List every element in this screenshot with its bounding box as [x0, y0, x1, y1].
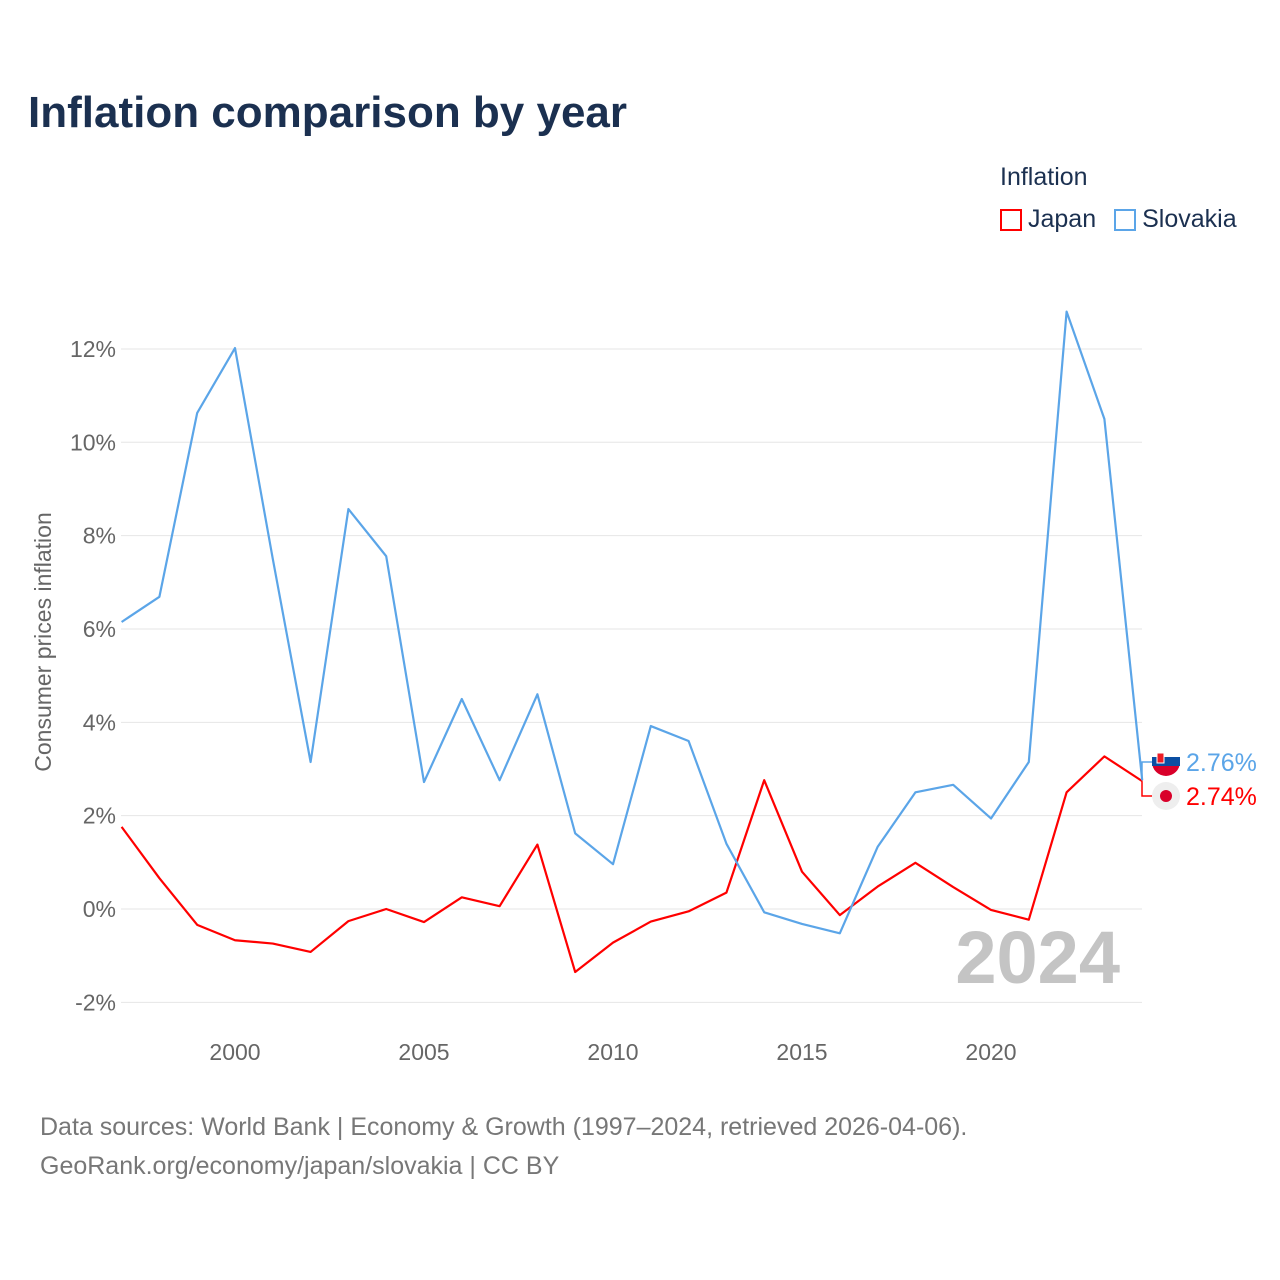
slovakia-flag-white	[1152, 748, 1180, 757]
legend: Japan Slovakia	[1000, 205, 1237, 234]
x-tick-label: 2010	[587, 1039, 638, 1065]
y-axis-label: Consumer prices inflation	[30, 512, 56, 772]
legend-item-slovakia[interactable]: Slovakia	[1114, 205, 1237, 234]
chart-title: Inflation comparison by year	[28, 88, 628, 137]
x-tick-label: 2005	[398, 1039, 449, 1065]
x-tick-label: 2020	[965, 1039, 1016, 1065]
slovakia-flag-blue	[1152, 757, 1180, 766]
series-line-japan	[120, 755, 1143, 974]
end-connector-japan	[1141, 781, 1152, 797]
end-label-japan: 2.74%	[1186, 783, 1257, 811]
legend-label-japan: Japan	[1028, 205, 1097, 233]
y-tick-label: 12%	[70, 336, 116, 362]
japan-flag-disc	[1160, 790, 1172, 802]
end-label-slovakia: 2.76%	[1186, 749, 1257, 777]
footer: Data sources: World Bank | Economy & Gro…	[40, 1108, 967, 1186]
y-tick-label: 0%	[83, 896, 116, 922]
slovakia-flag-shield	[1156, 752, 1165, 764]
legend-item-japan[interactable]: Japan	[1000, 205, 1096, 234]
y-tick-label: 6%	[83, 616, 116, 642]
footer-link[interactable]: GeoRank.org/economy/japan/slovakia | CC …	[40, 1152, 560, 1180]
end-connector-slovakia	[1141, 761, 1152, 781]
legend-label-slovakia: Slovakia	[1142, 205, 1237, 233]
y-tick-label: 4%	[83, 709, 116, 735]
y-tick-label: 8%	[83, 523, 116, 549]
y-tick-label: -2%	[75, 989, 116, 1015]
year-watermark: 2024	[955, 916, 1120, 999]
series-line-slovakia	[120, 310, 1144, 935]
legend-title: Inflation	[1000, 163, 1088, 191]
y-tick-label: 2%	[83, 803, 116, 829]
footer-sources: Data sources: World Bank | Economy & Gro…	[40, 1113, 968, 1141]
legend-swatch-japan	[1000, 208, 1022, 231]
x-tick-label: 2000	[209, 1039, 260, 1065]
legend-swatch-slovakia	[1114, 208, 1137, 231]
x-tick-label: 2015	[776, 1039, 827, 1065]
y-tick-label: 10%	[70, 429, 116, 455]
